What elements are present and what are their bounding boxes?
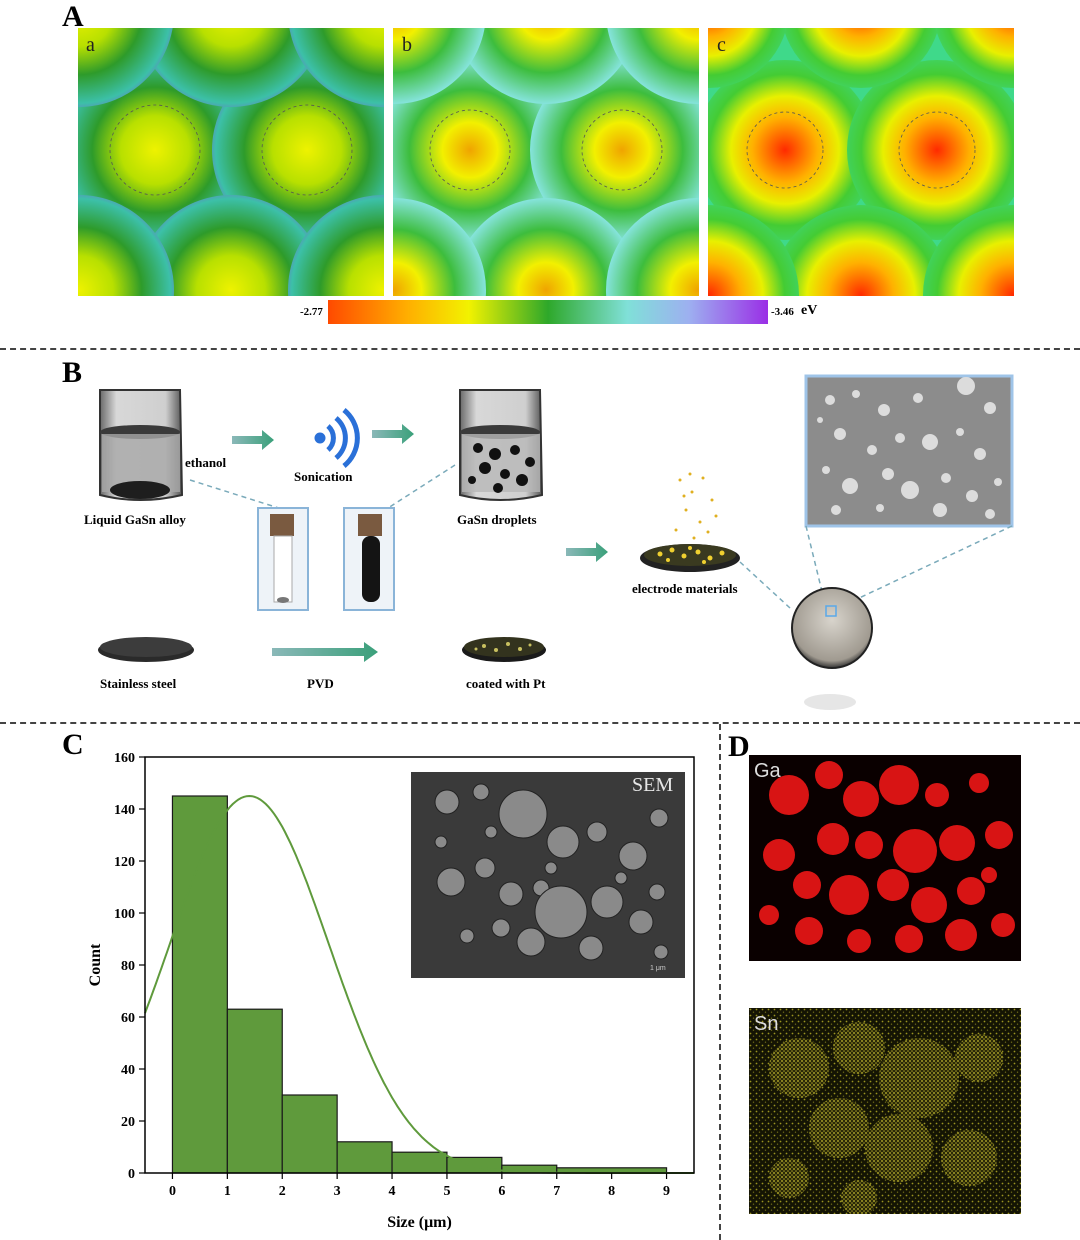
sonication-icon <box>314 408 360 468</box>
divider-c-d <box>719 724 721 1240</box>
panel-d-letter: D <box>728 730 750 763</box>
vial-before <box>257 507 309 611</box>
x-tick-label: 1 <box>224 1184 231 1199</box>
y-tick-label: 40 <box>121 1063 135 1078</box>
beaker-droplets <box>459 389 544 501</box>
x-axis-label: Size (μm) <box>387 1214 452 1231</box>
x-tick-label: 2 <box>279 1184 286 1199</box>
label-sonication: Sonication <box>294 469 353 484</box>
x-tick-label: 6 <box>498 1184 505 1199</box>
x-tick-label: 5 <box>443 1184 450 1199</box>
y-tick-label: 20 <box>121 1115 135 1130</box>
x-tick-label: 3 <box>334 1184 341 1199</box>
colorbar-min-label: -2.77 <box>300 306 323 318</box>
colorbar-unit: eV <box>801 303 818 318</box>
eds-label-ga: Ga <box>754 760 781 782</box>
sem-inset-label: SEM <box>632 774 674 796</box>
label-pvd: PVD <box>307 676 334 691</box>
map-b-label: b <box>402 34 412 56</box>
y-tick-label: 140 <box>114 803 135 818</box>
size-histogram: 0 1 2 3 4 5 6 7 8 9 0 20 40 60 80 100 120 140 160 Size (μm… <box>87 751 695 1231</box>
eds-label-sn: Sn <box>754 1013 779 1035</box>
map-a-label: a <box>86 34 95 56</box>
label-coated: coated with Pt <box>466 676 546 691</box>
y-axis-label: Count <box>87 943 104 986</box>
energy-map-c <box>708 28 1014 296</box>
panel-b-letter: B <box>62 356 83 389</box>
sem-image-b <box>804 374 1014 528</box>
beaker-liquid-alloy <box>99 389 184 501</box>
sample-disc <box>791 587 873 710</box>
energy-colorbar <box>328 300 768 324</box>
label-stainless: Stainless steel <box>100 676 177 691</box>
divider-a-b <box>0 348 1080 350</box>
label-droplets: GaSn droplets <box>457 512 537 527</box>
y-tick-label: 0 <box>128 1167 135 1182</box>
energy-map-a <box>78 28 384 296</box>
map-c-label: c <box>717 34 726 56</box>
synthesis-schematic <box>98 374 1014 710</box>
y-tick-label: 120 <box>114 855 135 870</box>
energy-maps <box>78 28 1014 296</box>
label-electrode: electrode materials <box>632 581 738 596</box>
eds-map-sn <box>749 1008 1021 1214</box>
label-ethanol: ethanol <box>185 455 227 470</box>
histogram-bar <box>336 1141 393 1174</box>
x-tick-label: 0 <box>169 1184 176 1199</box>
y-tick-label: 160 <box>114 751 135 766</box>
colorbar-max-label: -3.46 <box>771 306 794 318</box>
sem-image-c <box>411 772 685 978</box>
panel-c-letter: C <box>62 728 84 761</box>
histogram-bar <box>171 795 228 1174</box>
histogram-bar <box>226 1008 283 1174</box>
label-liquid-alloy: Liquid GaSn alloy <box>84 512 186 527</box>
y-tick-label: 100 <box>114 907 135 922</box>
x-tick-label: 9 <box>663 1184 670 1199</box>
vial-after <box>343 507 395 611</box>
y-tick-label: 60 <box>121 1011 135 1026</box>
divider-b-cd <box>0 722 1080 724</box>
histogram-bar <box>391 1151 448 1174</box>
histogram-bar <box>281 1094 338 1174</box>
x-tick-label: 4 <box>389 1184 396 1199</box>
energy-map-b <box>393 28 699 296</box>
x-tick-label: 8 <box>608 1184 615 1199</box>
sem-scale-text: 1 μm <box>650 965 666 972</box>
electrode-illustration <box>640 472 740 572</box>
x-tick-label: 7 <box>553 1184 560 1199</box>
panel-a-letter: A <box>62 0 84 33</box>
y-tick-label: 80 <box>121 959 135 974</box>
eds-map-ga <box>749 755 1021 961</box>
